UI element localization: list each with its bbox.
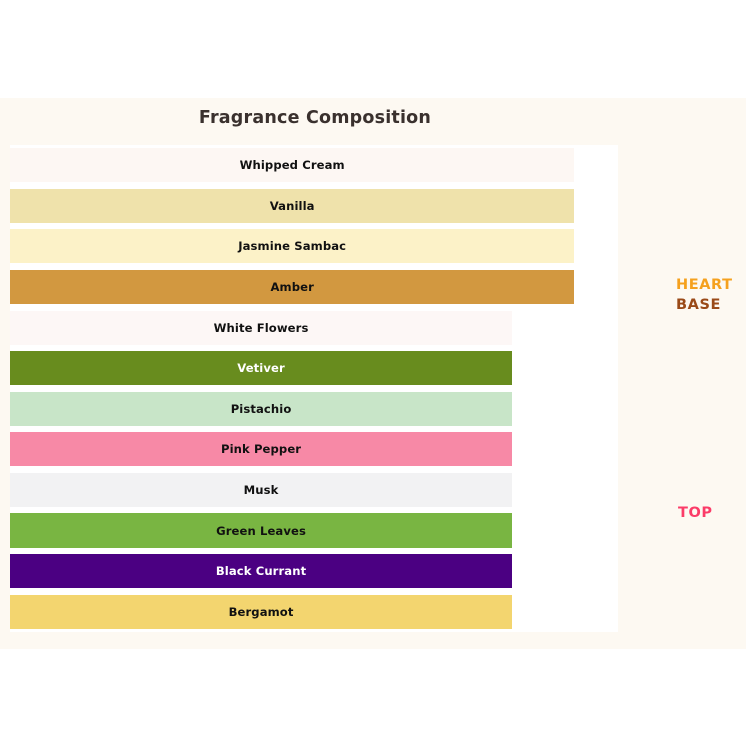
annotation-top: TOP xyxy=(678,505,713,521)
bar-whipped-cream[interactable] xyxy=(10,148,575,183)
bar-bergamot[interactable] xyxy=(10,594,513,629)
bar-vetiver[interactable] xyxy=(10,351,513,386)
chart-figure: Fragrance Composition Whipped Cream Vanil… xyxy=(0,98,746,649)
annotation-base: BASE xyxy=(676,297,722,313)
bar-pistachio[interactable] xyxy=(10,391,513,426)
bar-green-leaves[interactable] xyxy=(10,513,513,548)
bar-amber[interactable] xyxy=(10,269,575,305)
bar-black-currant[interactable] xyxy=(10,554,513,589)
bar-vanilla[interactable] xyxy=(10,188,575,223)
annotation-heart: HEART xyxy=(676,277,733,293)
bar-musk[interactable] xyxy=(10,472,513,507)
chart-plot-area xyxy=(10,145,618,632)
bar-jasmine-sambac[interactable] xyxy=(10,229,575,264)
bar-white-flowers[interactable] xyxy=(10,310,513,345)
bar-pink-pepper[interactable] xyxy=(10,432,513,467)
chart-title: Fragrance Composition xyxy=(198,108,432,128)
